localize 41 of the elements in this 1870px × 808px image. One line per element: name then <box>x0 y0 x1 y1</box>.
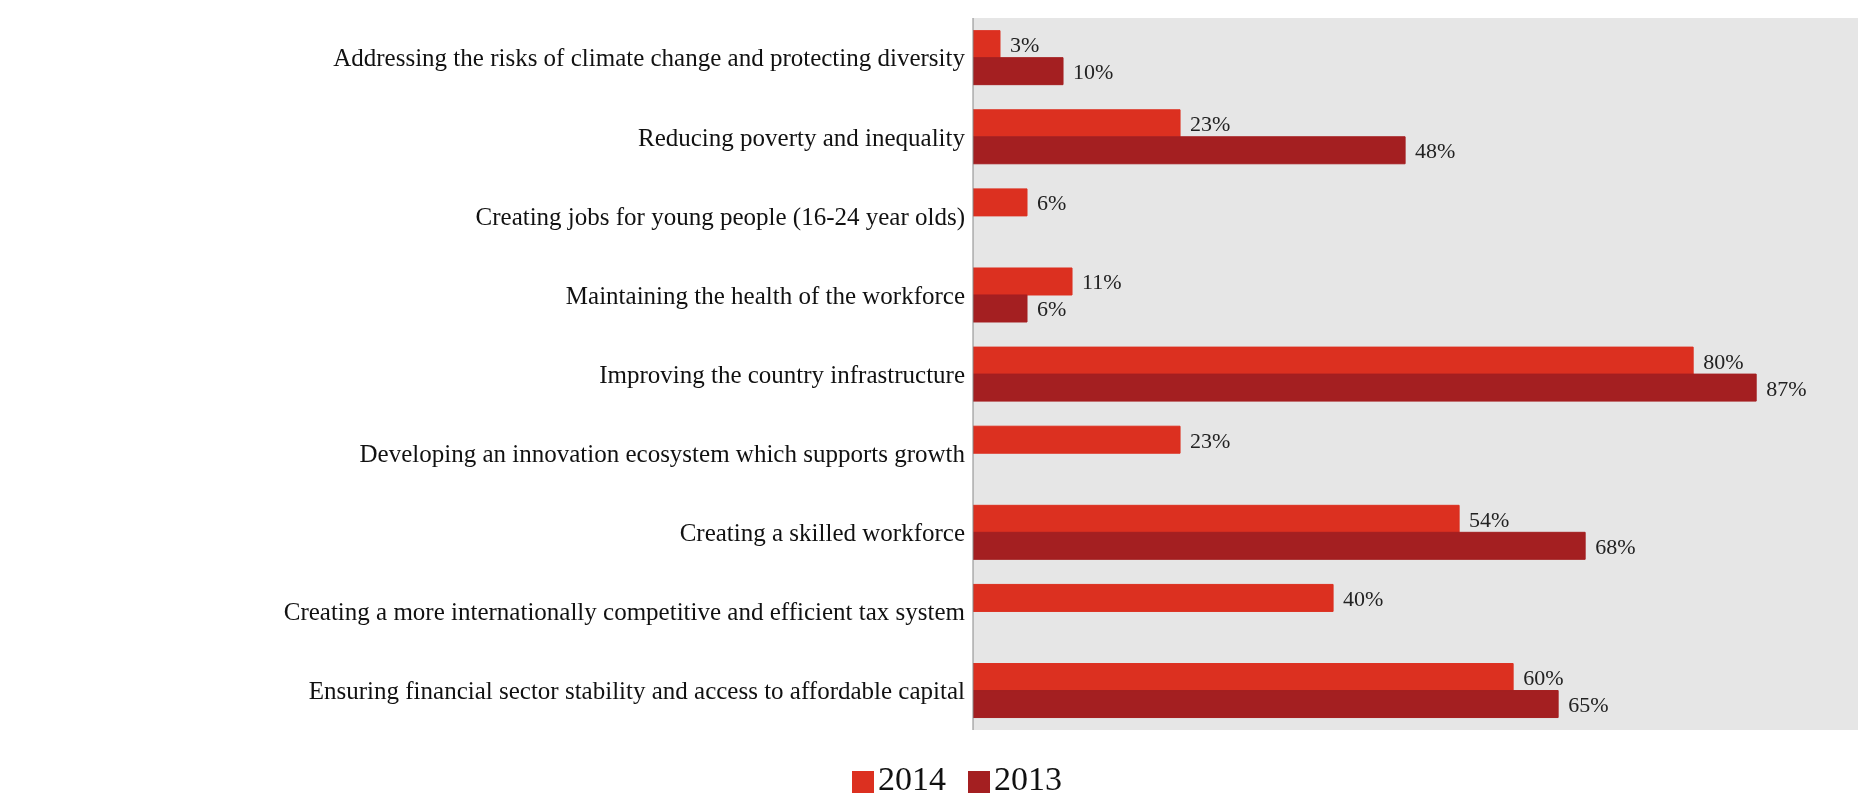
bar <box>973 583 1334 612</box>
data-label: 6% <box>1037 296 1067 322</box>
data-label: 80% <box>1703 348 1744 374</box>
bar <box>973 531 1586 560</box>
y-tick-label: Improving the country infrastructure <box>599 360 965 388</box>
legend-label: 2013 <box>994 760 1062 797</box>
y-tick-label: Creating a skilled workforce <box>679 519 965 547</box>
bar <box>973 346 1694 375</box>
legend-label: 2014 <box>878 760 946 797</box>
y-tick-label: Ensuring financial sector stability and access to affordable capital <box>308 677 966 705</box>
data-label: 3% <box>1010 32 1040 58</box>
bar <box>973 294 1028 323</box>
data-label: 54% <box>1469 506 1510 532</box>
bar <box>973 188 1028 217</box>
data-label: 68% <box>1595 533 1636 559</box>
bar <box>973 373 1757 402</box>
y-tick-label: Developing an innovation ecosystem which supports growth <box>359 439 966 467</box>
data-label: 60% <box>1523 665 1564 691</box>
bar <box>973 57 1064 86</box>
data-label: 23% <box>1190 427 1231 453</box>
data-label: 23% <box>1190 111 1231 137</box>
bar <box>973 109 1181 138</box>
bar <box>973 504 1460 533</box>
data-label: 11% <box>1082 269 1122 295</box>
bar <box>973 136 1406 165</box>
data-label: 48% <box>1415 138 1456 164</box>
data-label: 65% <box>1568 692 1609 718</box>
bar <box>973 425 1181 454</box>
bar <box>973 663 1514 692</box>
y-tick-label: Creating a more internationally competitive and efficient tax system <box>283 598 966 626</box>
data-label: 10% <box>1073 59 1114 85</box>
bar <box>973 690 1559 719</box>
bar <box>973 267 1073 296</box>
data-label: 40% <box>1343 585 1384 611</box>
y-tick-label: Addressing the risks of climate change and protecting diversity <box>333 44 966 72</box>
y-tick-label: Creating jobs for young people (16-24 year olds) <box>475 202 965 231</box>
bar <box>973 30 1001 59</box>
data-label: 87% <box>1766 375 1807 401</box>
y-tick-label: Reducing poverty and inequality <box>637 123 966 151</box>
y-tick-label: Maintaining the health of the workforce <box>565 281 965 309</box>
data-label: 6% <box>1037 190 1067 216</box>
